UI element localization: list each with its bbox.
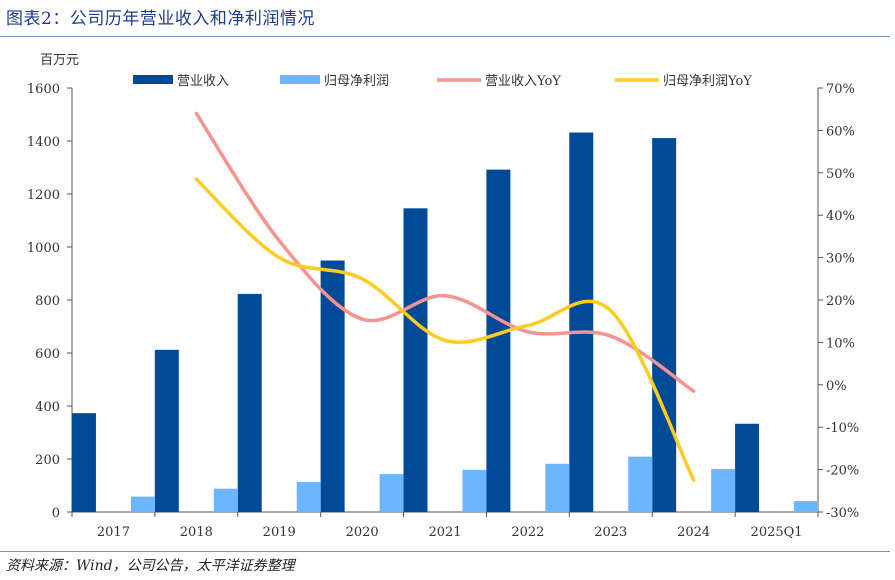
legend-net-profit-yoy-label: 归母净利润YoY	[663, 74, 752, 89]
right-y-tick-label: 60%	[826, 124, 855, 139]
revenue-bar	[237, 293, 262, 512]
left-y-tick-label: 1400	[27, 135, 60, 150]
right-y-tick-label: 0%	[826, 379, 847, 394]
revenue-yoy-line	[194, 111, 696, 393]
net-profit-yoy-line	[194, 177, 696, 482]
left-y-tick-label: 0	[52, 506, 60, 521]
net-profit-bar	[794, 501, 819, 512]
x-tick-label: 2025Q1	[751, 525, 803, 540]
legend: 营业收入 归母净利润 营业收入YoY 归母净利润YoY	[133, 74, 752, 89]
revenue-bar	[486, 169, 511, 512]
net-profit-bar	[379, 474, 404, 512]
right-y-tick-label: 30%	[826, 252, 855, 267]
legend-net-profit-swatch	[280, 75, 320, 84]
left-y-tick-label: 400	[35, 400, 60, 415]
net-profit-bar	[296, 482, 321, 512]
left-y-tick-label: 800	[35, 294, 60, 309]
left-y-tick-label: 1000	[27, 241, 60, 256]
x-tick-label: 2021	[428, 525, 461, 540]
right-y-tick-label: 70%	[826, 82, 855, 97]
bars-group	[71, 132, 819, 512]
x-tick-label: 2018	[180, 525, 213, 540]
source-note: 资料来源：Wind，公司公告，太平洋证券整理	[6, 558, 295, 574]
left-y-tick-label: 200	[35, 453, 60, 468]
net-profit-bar	[628, 456, 653, 512]
x-tick-label: 2019	[263, 525, 296, 540]
revenue-bar	[154, 349, 179, 512]
bottom-divider	[0, 551, 890, 552]
legend-net-profit-label: 归母净利润	[324, 74, 389, 89]
x-tick-label: 2024	[677, 525, 710, 540]
right-y-tick-label: -20%	[826, 464, 859, 479]
x-tick-label: 2023	[594, 525, 627, 540]
right-y-tick-label: -30%	[826, 506, 859, 521]
lines-group	[194, 111, 696, 482]
net-profit-bar	[711, 469, 736, 512]
right-y-tick-label: 10%	[826, 336, 855, 351]
top-divider	[0, 36, 890, 37]
revenue-bar	[735, 423, 760, 512]
legend-revenue-yoy-label: 营业收入YoY	[485, 74, 561, 89]
net-profit-bar	[213, 488, 238, 512]
legend-revenue-label: 营业收入	[177, 74, 229, 89]
right-y-tick-label: -10%	[826, 421, 859, 436]
right-y-tick-label: 40%	[826, 209, 855, 224]
axes: 0 200 400 600 800 1000 1200 1400 1600 -30% -20% -10…	[27, 82, 859, 540]
legend-revenue-swatch	[133, 75, 173, 84]
net-profit-bar	[462, 469, 487, 512]
x-tick-label: 2022	[511, 525, 544, 540]
revenue-bar	[403, 208, 428, 512]
left-y-tick-label: 600	[35, 347, 60, 362]
revenue-bar	[71, 413, 96, 512]
net-profit-bar	[130, 496, 155, 512]
x-tick-label: 2017	[97, 525, 130, 540]
right-y-tick-label: 50%	[826, 167, 855, 182]
chart-title: 图表2：公司历年营业收入和净利润情况	[6, 9, 315, 29]
right-y-tick-label: 20%	[826, 294, 855, 309]
y-unit-label: 百万元	[40, 53, 79, 68]
net-profit-bar	[545, 463, 570, 512]
left-y-tick-label: 1600	[27, 82, 60, 97]
x-tick-label: 2020	[346, 525, 379, 540]
left-y-tick-label: 1200	[27, 188, 60, 203]
revenue-bar	[652, 138, 677, 512]
revenue-bar	[320, 260, 345, 512]
revenue-bar	[569, 132, 594, 512]
